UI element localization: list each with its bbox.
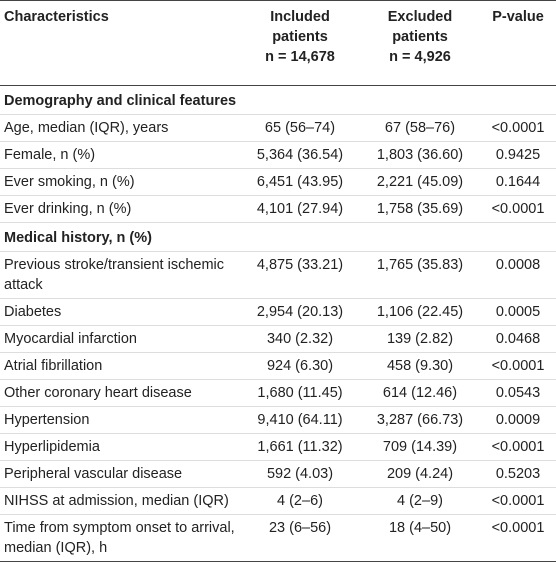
data-row: Previous stroke/transient ischemic attac…: [0, 251, 556, 299]
data-row: Diabetes 2,954 (20.13) 1,106 (22.45) 0.0005: [0, 298, 556, 326]
cell: 4 (2–9): [360, 487, 480, 515]
cell: 4 (2–6): [240, 487, 360, 515]
cell: 1,680 (11.45): [240, 379, 360, 407]
cell: 2,954 (20.13): [240, 298, 360, 326]
header-cell: Excluded patients n = 4,926: [360, 0, 480, 86]
table-body: Demography and clinical features Age, med…: [0, 85, 556, 562]
row-label: Myocardial infarction: [0, 325, 240, 353]
data-row: Ever drinking, n (%) 4,101 (27.94) 1,758 (…: [0, 195, 556, 223]
cell: 4,101 (27.94): [240, 195, 360, 223]
cell: 0.0008: [480, 251, 556, 299]
header-cell: P-value: [480, 0, 556, 86]
data-row: Peripheral vascular disease 592 (4.03) 209…: [0, 460, 556, 488]
cell: 0.0468: [480, 325, 556, 353]
row-label: Ever drinking, n (%): [0, 195, 240, 223]
cell: 458 (9.30): [360, 352, 480, 380]
cell: <0.0001: [480, 514, 556, 562]
data-row: Hyperlipidemia 1,661 (11.32) 709 (14.39) <0…: [0, 433, 556, 461]
cell: 614 (12.46): [360, 379, 480, 407]
cell: 0.5203: [480, 460, 556, 488]
cell: 6,451 (43.95): [240, 168, 360, 196]
cell: 23 (6–56): [240, 514, 360, 562]
cell: 592 (4.03): [240, 460, 360, 488]
cell: <0.0001: [480, 352, 556, 380]
cell: <0.0001: [480, 487, 556, 515]
cell: 1,661 (11.32): [240, 433, 360, 461]
row-label: Time from symptom onset to arrival, medi…: [0, 514, 240, 562]
cell: 67 (58–76): [360, 114, 480, 142]
row-label: Previous stroke/transient ischemic attac…: [0, 251, 240, 299]
data-row: NIHSS at admission, median (IQR) 4 (2–6) 4…: [0, 487, 556, 515]
cell: 9,410 (64.11): [240, 406, 360, 434]
header-title: Excluded patients: [387, 9, 453, 45]
cell: 209 (4.24): [360, 460, 480, 488]
section-row: Medical history, n (%): [0, 222, 556, 252]
cell: 4,875 (33.21): [240, 251, 360, 299]
data-row: Atrial fibrillation 924 (6.30) 458 (9.30) <…: [0, 352, 556, 380]
data-row: Female, n (%) 5,364 (36.54) 1,803 (36.60) 0…: [0, 141, 556, 169]
header-n: n = 4,926: [389, 49, 451, 65]
cell: 139 (2.82): [360, 325, 480, 353]
cell: 0.0009: [480, 406, 556, 434]
cell: 0.1644: [480, 168, 556, 196]
header-title: Included patients: [270, 9, 330, 45]
row-label: Ever smoking, n (%): [0, 168, 240, 196]
row-label: Diabetes: [0, 298, 240, 326]
cell: 1,765 (35.83): [360, 251, 480, 299]
cell: 340 (2.32): [240, 325, 360, 353]
row-label: Hyperlipidemia: [0, 433, 240, 461]
cell: 18 (4–50): [360, 514, 480, 562]
row-label: Other coronary heart disease: [0, 379, 240, 407]
data-row: Myocardial infarction 340 (2.32) 139 (2.82…: [0, 325, 556, 353]
cell: 924 (6.30): [240, 352, 360, 380]
cell: 5,364 (36.54): [240, 141, 360, 169]
section-row: Demography and clinical features: [0, 85, 556, 115]
data-row: Hypertension 9,410 (64.11) 3,287 (66.73) 0.…: [0, 406, 556, 434]
cell: 1,758 (35.69): [360, 195, 480, 223]
data-row: Age, median (IQR), years 65 (56–74) 67 (58…: [0, 114, 556, 142]
cell: 1,106 (22.45): [360, 298, 480, 326]
section-title: Demography and clinical features: [0, 85, 556, 115]
cell: 65 (56–74): [240, 114, 360, 142]
cell: 0.9425: [480, 141, 556, 169]
cell: 0.0005: [480, 298, 556, 326]
cell: 1,803 (36.60): [360, 141, 480, 169]
row-label: NIHSS at admission, median (IQR): [0, 487, 240, 515]
row-label: Age, median (IQR), years: [0, 114, 240, 142]
data-row: Ever smoking, n (%) 6,451 (43.95) 2,221 (4…: [0, 168, 556, 196]
cell: <0.0001: [480, 114, 556, 142]
row-label: Peripheral vascular disease: [0, 460, 240, 488]
cell: <0.0001: [480, 433, 556, 461]
data-row: Other coronary heart disease 1,680 (11.45…: [0, 379, 556, 407]
header-row: Characteristics Included patients n = 14,6…: [0, 0, 556, 86]
row-label: Hypertension: [0, 406, 240, 434]
cell: 3,287 (66.73): [360, 406, 480, 434]
cell: 0.0543: [480, 379, 556, 407]
cell: 2,221 (45.09): [360, 168, 480, 196]
header-n: n = 14,678: [265, 49, 335, 65]
row-label: Female, n (%): [0, 141, 240, 169]
cell: <0.0001: [480, 195, 556, 223]
section-title: Medical history, n (%): [0, 222, 556, 252]
cell: 709 (14.39): [360, 433, 480, 461]
data-row: Time from symptom onset to arrival, medi…: [0, 514, 556, 562]
header-cell: Included patients n = 14,678: [240, 0, 360, 86]
header-cell: Characteristics: [0, 0, 240, 86]
row-label: Atrial fibrillation: [0, 352, 240, 380]
